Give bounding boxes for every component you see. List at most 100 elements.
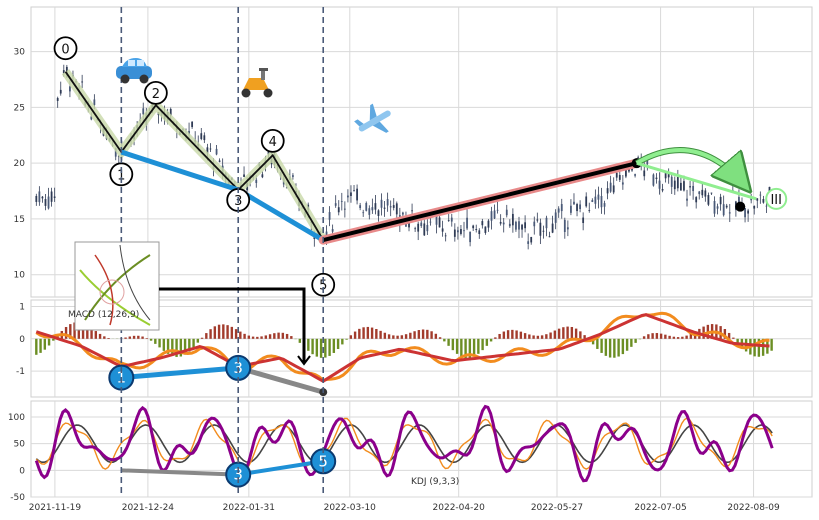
macd-bar: [162, 338, 166, 351]
macd-bar: [647, 334, 650, 339]
candle-body: [524, 222, 527, 229]
candle-body: [707, 195, 710, 205]
macd-bar: [98, 333, 102, 339]
macd-bar: [617, 338, 620, 357]
macd-bar: [753, 338, 756, 357]
candle-body: [414, 228, 417, 230]
macd-bar: [281, 332, 285, 339]
candle-body: [511, 213, 514, 226]
x-tick-label: 2022-03-10: [324, 503, 377, 513]
macd-bar: [175, 338, 178, 357]
candle-body: [713, 200, 716, 214]
macd-bar: [358, 328, 361, 339]
candle-body: [496, 209, 499, 211]
macd-bar: [90, 328, 93, 339]
macd-bar: [230, 326, 234, 339]
macd-bar: [553, 330, 557, 339]
macd-bar: [196, 338, 200, 343]
macd-bar: [591, 338, 595, 345]
candle-body: [615, 172, 618, 178]
x-tick-label: 2022-07-05: [634, 503, 686, 513]
macd-gray-line: [237, 365, 324, 395]
candle-body: [725, 205, 728, 208]
inset-connector-arrow: [297, 355, 311, 366]
macd-bar: [672, 336, 676, 339]
candle-body: [340, 201, 343, 202]
macd-bar: [545, 334, 548, 339]
macd-bar: [570, 326, 574, 339]
candle-body: [35, 195, 38, 202]
black-marker: [735, 201, 746, 212]
candle-body: [585, 196, 588, 207]
macd-bar: [64, 327, 68, 339]
y-tick-label: 10: [14, 271, 26, 281]
macd-bar: [438, 337, 442, 339]
candle-body: [389, 206, 392, 208]
y-tick-label: 1: [19, 302, 25, 312]
candle-body: [417, 223, 420, 232]
macd-bar: [366, 326, 370, 339]
candle-body: [628, 168, 630, 172]
macd-bar: [613, 338, 616, 358]
macd-bar: [523, 333, 527, 339]
candle-body: [600, 196, 603, 208]
macd-label: MACD (12,26,9): [68, 310, 139, 320]
candle-body: [573, 201, 575, 205]
macd-bar: [494, 337, 497, 339]
candle-body: [710, 192, 713, 194]
candle-body: [548, 236, 551, 238]
candle-body: [597, 194, 600, 200]
macd-bar: [47, 338, 51, 346]
candle-body: [203, 135, 206, 141]
macd-bar: [103, 336, 106, 339]
macd-bar: [39, 338, 42, 353]
candle-body: [47, 196, 50, 209]
candle-body: [267, 150, 270, 155]
candle-body: [536, 219, 539, 221]
macd-bar: [183, 338, 187, 355]
candle-body: [680, 182, 682, 191]
candle-body: [243, 174, 245, 177]
candle-body: [337, 207, 340, 213]
candle-body: [292, 175, 294, 177]
macd-bar: [298, 338, 302, 343]
macd-bar: [171, 338, 174, 356]
candle-body: [261, 174, 264, 178]
x-tick-label: 2022-08-09: [727, 503, 780, 513]
macd-bar: [472, 338, 476, 357]
projection-arrow: [635, 148, 747, 187]
macd-bar: [727, 332, 731, 339]
candle-body: [502, 222, 505, 225]
candle-body: [643, 170, 646, 177]
candle-body: [285, 187, 288, 189]
candle-body: [453, 229, 456, 237]
macd-bar: [251, 336, 255, 339]
macd-bar: [477, 338, 480, 354]
macd-bar: [137, 335, 140, 339]
macd-bar: [290, 336, 293, 339]
candle-body: [255, 179, 258, 184]
x-tick-label: 2021-12-24: [122, 503, 175, 513]
candle-body: [603, 203, 606, 207]
macd-bar: [268, 334, 272, 339]
candle-body: [371, 207, 374, 211]
candle-body: [62, 70, 65, 74]
macd-bar: [353, 331, 357, 339]
macd-bar: [519, 331, 523, 339]
macd-bar: [209, 329, 212, 339]
wave-label: 2: [152, 87, 160, 102]
candle-body: [472, 225, 475, 229]
candle-body: [356, 188, 358, 201]
candle-body: [359, 205, 362, 209]
macd-bar: [324, 338, 327, 358]
macd-bar: [86, 325, 89, 339]
candle-body: [481, 221, 484, 226]
candle-body: [695, 197, 698, 203]
candle-body: [215, 148, 218, 155]
wave-label-circle: [143, 80, 168, 105]
candle-body: [634, 174, 636, 176]
macd-bar: [264, 335, 268, 339]
macd-bar: [485, 338, 489, 346]
macd-bar: [498, 333, 501, 339]
pattern-thumbnail: [74, 241, 160, 331]
